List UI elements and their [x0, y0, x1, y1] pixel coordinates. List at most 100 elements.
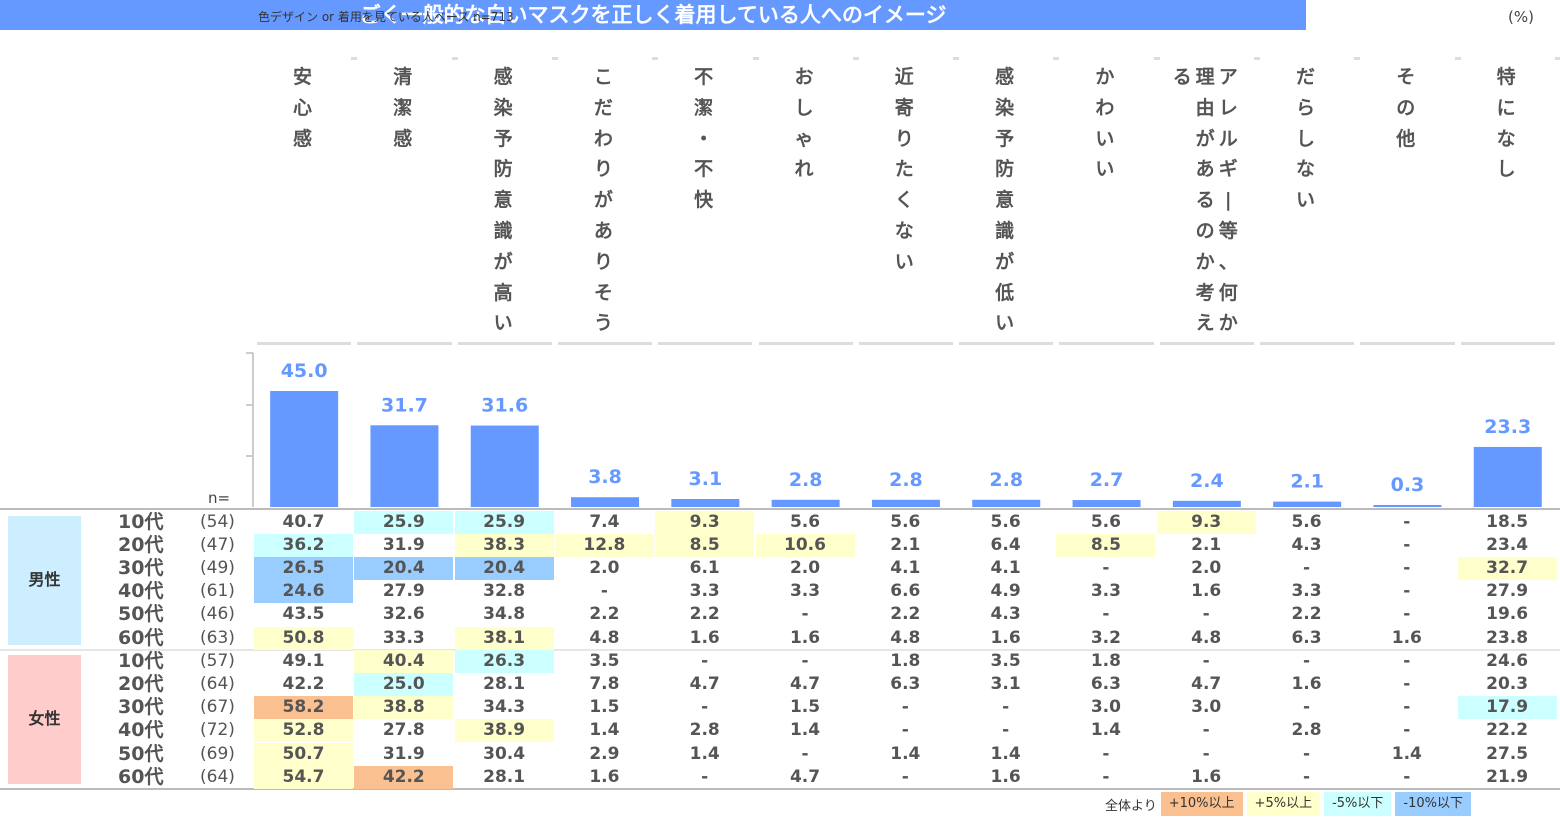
table-cell: 25.9 — [354, 511, 454, 534]
table-cell: 27.5 — [1486, 743, 1529, 764]
table-cell: - — [901, 766, 909, 787]
table-cell: 10.6 — [755, 534, 855, 558]
table-cell: 34.8 — [483, 604, 526, 625]
table-cell: 33.3 — [382, 627, 425, 648]
table-cell: 1.4 — [589, 720, 620, 741]
table-cell: 1.6 — [1391, 627, 1422, 648]
table-cell: 3.3 — [1291, 581, 1322, 602]
column-label: おしゃれ — [756, 62, 853, 342]
table-cell: 50.8 — [254, 626, 353, 650]
table-cell: 6.3 — [1090, 674, 1121, 695]
column-label-line: おしゃれ — [794, 66, 814, 181]
table-cell: 40.4 — [354, 650, 454, 674]
table-cell: - — [1102, 766, 1110, 787]
table-cell: 4.3 — [1291, 535, 1322, 556]
table-cell: - — [1302, 558, 1311, 579]
bar-value-label: 31.6 — [481, 395, 528, 417]
table-cell: 3.3 — [689, 581, 720, 602]
bar — [1072, 500, 1141, 507]
table-cell: - — [1403, 581, 1411, 602]
table-cell: - — [1002, 720, 1010, 741]
column-label-line: 感染予防意識が高い — [493, 66, 513, 335]
table-cell: 2.8 — [1291, 720, 1322, 741]
table-cell: - — [1002, 697, 1010, 718]
row-n: (57) — [200, 651, 235, 672]
row-n: (64) — [200, 766, 235, 787]
bar — [370, 425, 439, 507]
column-label: 感染予防意識が高い — [455, 62, 552, 342]
table-cell: 1.6 — [689, 627, 720, 648]
table-cell: - — [1403, 558, 1411, 579]
bar-value-label: 2.8 — [789, 469, 823, 491]
bar — [1273, 501, 1342, 507]
column-label-line: 近寄りたくない — [894, 66, 914, 273]
table-cell: - — [1403, 766, 1411, 787]
column-label: 感染予防意識が低い — [956, 62, 1053, 342]
bar-value-label: 3.8 — [588, 466, 622, 488]
table-cell: - — [1403, 720, 1411, 741]
table-cell: 20.3 — [1486, 674, 1529, 695]
row-n: (61) — [200, 581, 235, 602]
table-cell: - — [901, 697, 909, 718]
column-label: 特になし — [1458, 62, 1555, 342]
column-label: 不潔・不快 — [655, 62, 752, 342]
table-cell: 4.7 — [789, 766, 821, 787]
column-label-line: アレルギ | 等、何か — [1218, 66, 1238, 335]
table-cell: 2.2 — [689, 604, 720, 625]
table-cell: 2.2 — [890, 604, 921, 625]
table-cell: 21.9 — [1486, 766, 1529, 787]
table-cell: 25.0 — [354, 673, 454, 697]
column-label-line: だらしない — [1295, 66, 1315, 212]
table-cell: 27.8 — [382, 720, 425, 741]
bar — [771, 499, 840, 507]
row-age: 40代 — [118, 580, 164, 603]
table-cell: 4.7 — [689, 674, 720, 695]
table-cell: 30.4 — [483, 743, 526, 764]
table-cell: - — [1102, 604, 1110, 625]
table-cell: 1.8 — [890, 651, 921, 672]
row-age: 50代 — [118, 603, 164, 626]
table-cell: 1.5 — [789, 697, 821, 718]
table-cell: 40.7 — [282, 512, 325, 532]
table-cell: 3.3 — [789, 581, 821, 602]
table-cell: 3.0 — [1090, 697, 1121, 718]
table-cell: 1.6 — [589, 766, 620, 787]
table-cell: - — [1302, 766, 1311, 787]
table-cell: 1.6 — [1191, 766, 1222, 787]
row-age: 40代 — [118, 719, 164, 742]
table-cell: 1.4 — [990, 743, 1021, 764]
table-cell: 3.1 — [990, 674, 1021, 695]
table-cell: 4.7 — [789, 674, 821, 695]
table-cell: 43.5 — [282, 604, 325, 625]
bar-value-label: 3.1 — [689, 468, 723, 490]
table-cell: 26.5 — [254, 557, 353, 581]
column-label-line: その他 — [1396, 66, 1416, 150]
table-cell: 23.8 — [1486, 627, 1529, 648]
row-n: (47) — [200, 535, 235, 556]
table-cell: 32.6 — [382, 604, 425, 625]
bar — [1172, 500, 1241, 507]
table-cell: 3.5 — [589, 651, 620, 672]
table-cell: - — [701, 766, 709, 787]
table-cell: 23.4 — [1486, 535, 1529, 556]
row-age: 30代 — [118, 696, 164, 719]
table-cell: 4.3 — [990, 604, 1021, 625]
bar-value-label: 45.0 — [281, 360, 328, 382]
table-cell: - — [701, 651, 709, 672]
table-cell: 2.0 — [589, 558, 620, 579]
bar — [270, 391, 339, 507]
table-cell: 25.9 — [454, 511, 554, 534]
table-cell: 6.1 — [689, 558, 720, 579]
table-cell: 2.0 — [789, 558, 821, 579]
table-cell: 54.7 — [254, 765, 353, 789]
table-cell: 4.8 — [1191, 627, 1222, 648]
bar-value-label: 2.7 — [1090, 469, 1124, 491]
table-cell: 1.6 — [990, 627, 1021, 648]
row-age: 20代 — [118, 673, 164, 696]
bar-value-label: 2.4 — [1190, 470, 1224, 492]
table-cell: 9.3 — [1156, 511, 1256, 534]
legend-item: +5%以上 — [1246, 792, 1321, 816]
table-cell: 1.5 — [589, 697, 620, 718]
table-cell: 4.1 — [890, 558, 921, 579]
